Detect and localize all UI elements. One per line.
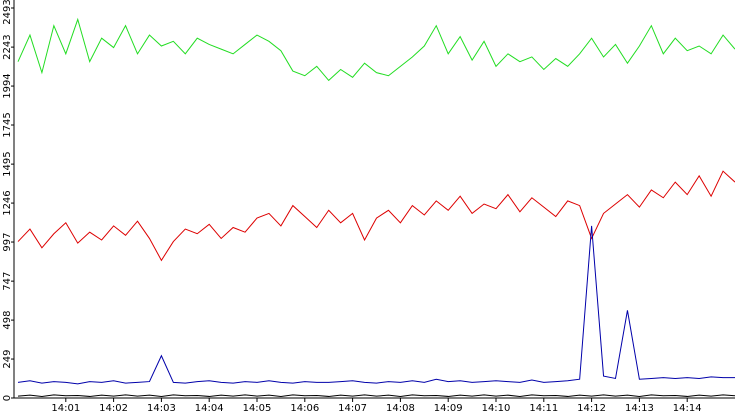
y-tick-label: 0 (2, 395, 13, 401)
x-tick-label: 14:08 (386, 403, 415, 414)
y-tick-label: 249 (2, 350, 13, 369)
y-tick-label: 498 (2, 311, 13, 330)
x-tick-label: 14:13 (625, 403, 654, 414)
x-tick-label: 14:03 (147, 403, 176, 414)
y-tick-label: 2243 (2, 34, 13, 59)
x-tick-label: 14:10 (482, 403, 511, 414)
x-tick-label: 14:07 (338, 403, 367, 414)
x-tick-label: 14:02 (99, 403, 128, 414)
x-tick-label: 14:01 (51, 403, 80, 414)
y-tick-label: 1745 (2, 112, 13, 137)
x-tick-label: 14:12 (577, 403, 606, 414)
x-tick-label: 14:14 (673, 403, 702, 414)
y-tick-label: 1495 (2, 151, 13, 176)
series-line (17, 17, 735, 82)
x-tick-label: 14:05 (243, 403, 272, 414)
x-tick-label: 14:06 (290, 403, 319, 414)
x-tick-label: 14:09 (434, 403, 463, 414)
y-tick-label: 997 (2, 232, 13, 251)
series-line (17, 170, 735, 262)
x-tick-label: 14:04 (195, 403, 224, 414)
x-tick-label: 14:11 (529, 403, 558, 414)
y-tick-label: 2493 (2, 0, 13, 25)
y-tick-label: 1994 (2, 73, 13, 98)
series-line (17, 225, 735, 385)
y-tick-label: 747 (2, 272, 13, 291)
series-line (17, 394, 735, 397)
y-tick-label: 1246 (2, 190, 13, 215)
